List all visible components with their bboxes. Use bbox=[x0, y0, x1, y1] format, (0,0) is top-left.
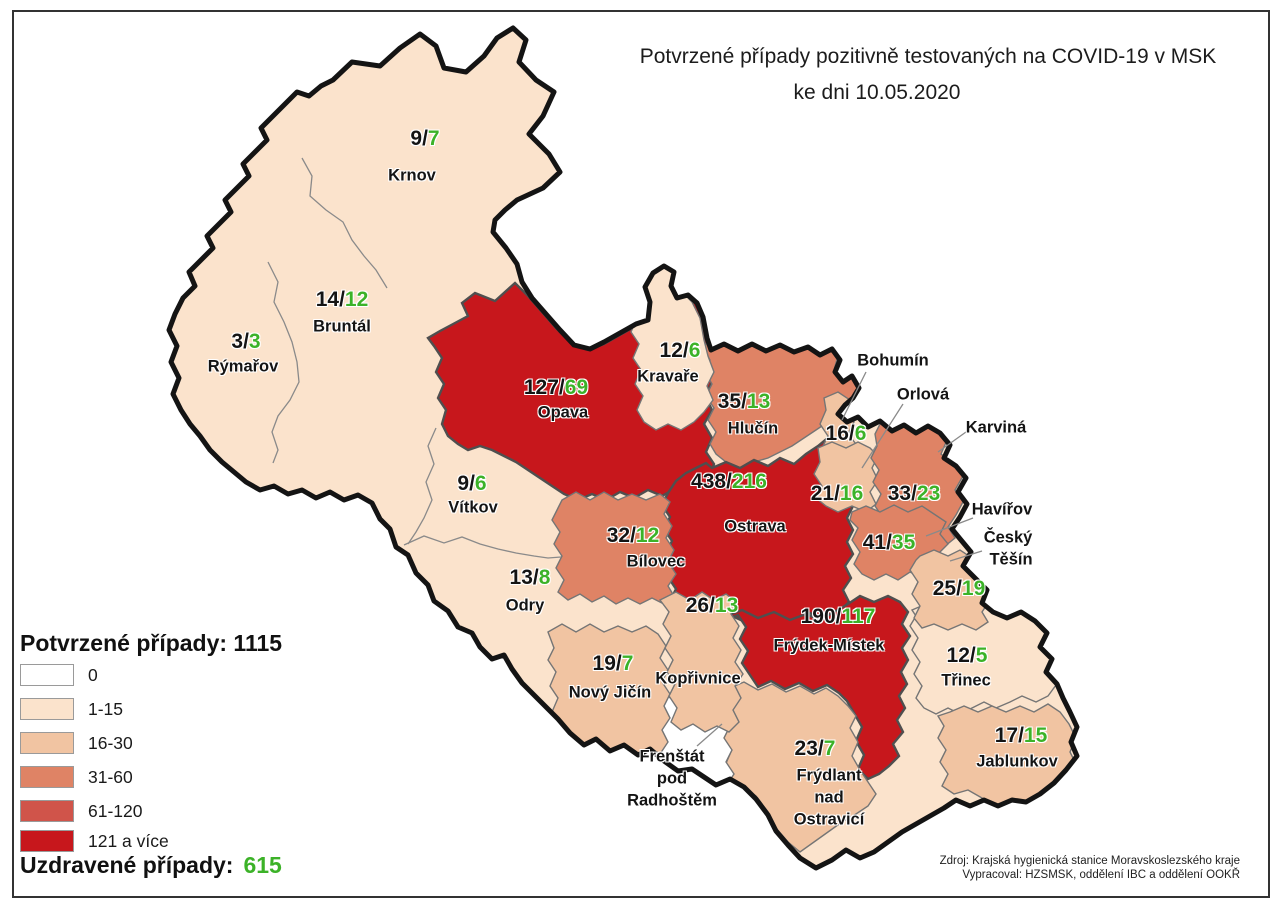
leader-cesky-tesin bbox=[949, 550, 983, 562]
district-value-vitkov: 9/6 bbox=[457, 472, 487, 495]
legend-label-3: 31-60 bbox=[88, 767, 133, 787]
district-value-havirov: 41/35 bbox=[862, 531, 916, 554]
district-name-koprivnice: Kopřivnice bbox=[655, 669, 741, 688]
legend-title-recovered: Uzdravené případy: 615 bbox=[20, 852, 282, 878]
legend-swatch-3 bbox=[20, 766, 74, 788]
district-value-bohumin: 16/6 bbox=[825, 422, 867, 445]
district-shape-novy-jicin bbox=[547, 623, 671, 755]
legend-swatch-2 bbox=[20, 732, 74, 754]
internal-district-borders bbox=[267, 157, 562, 559]
legend-swatch-1 bbox=[20, 698, 74, 720]
legend-label-0: 0 bbox=[88, 665, 98, 685]
leader-bohumin bbox=[841, 371, 867, 421]
district-name-ostrava: Ostrava bbox=[724, 517, 786, 536]
district-name-frenstat-line3: Radhoštěm bbox=[627, 791, 717, 810]
district-value-odry: 13/8 bbox=[509, 566, 551, 589]
district-name-orlova: Orlová bbox=[896, 385, 950, 404]
district-value-cesky-tesin: 25/19 bbox=[932, 577, 986, 600]
district-name-frydlant-line1: Frýdlant bbox=[796, 766, 862, 785]
leader-karvina bbox=[937, 431, 967, 453]
district-value-frydek-mistek: 190/117 bbox=[800, 605, 876, 628]
legend-swatch-4 bbox=[20, 800, 74, 822]
district-shape-bilovec bbox=[551, 491, 677, 605]
district-name-frydlant-line2: nad bbox=[814, 788, 844, 807]
legend-label-5: 121 a více bbox=[88, 831, 169, 851]
district-name-frydek-mistek: Frýdek-Místek bbox=[773, 636, 885, 655]
source-line1: Zdroj: Krajská hygienická stanice Moravs… bbox=[939, 855, 1240, 867]
legend-label-2: 16-30 bbox=[88, 733, 133, 753]
district-name-frydlant-line3: Ostravicí bbox=[793, 810, 865, 829]
district-name-karvina: Karviná bbox=[965, 418, 1027, 437]
district-value-rymarov: 3/3 bbox=[231, 330, 261, 353]
district-name-vitkov: Vítkov bbox=[448, 498, 498, 517]
legend-label-1: 1-15 bbox=[88, 699, 124, 719]
map-title: Potvrzené případy pozitivně testovaných … bbox=[639, 45, 1217, 68]
district-name-krnov: Krnov bbox=[388, 166, 436, 185]
district-name-novy-jicin: Nový Jičín bbox=[568, 683, 652, 702]
district-value-kravare: 12/6 bbox=[659, 339, 701, 362]
region-outer-boundary bbox=[166, 25, 1080, 871]
district-value-hlucin: 35/13 bbox=[717, 390, 771, 413]
district-name-cesky-tesin-line2: Těšín bbox=[989, 550, 1033, 569]
district-value-opava: 127/69 bbox=[523, 376, 589, 399]
district-name-frenstat-line1: Frenštát bbox=[639, 747, 705, 766]
district-value-koprivnice: 26/13 bbox=[685, 594, 739, 617]
district-name-hlucin: Hlučín bbox=[727, 419, 779, 438]
district-name-bruntal: Bruntál bbox=[313, 317, 371, 336]
district-value-novy-jicin: 19/7 bbox=[592, 652, 634, 675]
district-name-rymarov: Rýmařov bbox=[207, 357, 279, 376]
district-value-karvina: 33/23 bbox=[887, 482, 941, 505]
leader-havirov bbox=[925, 517, 974, 537]
district-shape-frydek-mistek bbox=[711, 594, 912, 781]
legend-label-4: 61-120 bbox=[88, 801, 143, 821]
district-shape-koprivnice bbox=[658, 591, 744, 733]
district-value-trinec: 12/5 bbox=[946, 644, 988, 667]
district-name-jablunkov: Jablunkov bbox=[976, 752, 1058, 771]
district-value-ostrava: 438/216 bbox=[691, 470, 767, 493]
district-name-bohumin: Bohumín bbox=[857, 351, 929, 370]
district-value-frydlant: 23/7 bbox=[794, 737, 836, 760]
district-name-bilovec: Bílovec bbox=[626, 552, 686, 571]
legend-swatch-0 bbox=[20, 664, 74, 686]
leader-orlova bbox=[861, 403, 904, 469]
leader-frenstat bbox=[696, 723, 723, 747]
legend-swatch-5 bbox=[20, 830, 74, 852]
district-value-orlova: 21/16 bbox=[810, 482, 864, 505]
source-line2: Vypracoval: HZSMSK, oddělení IBC a odděl… bbox=[962, 869, 1240, 881]
district-name-odry: Odry bbox=[505, 596, 545, 615]
district-value-bilovec: 32/12 bbox=[606, 524, 660, 547]
label-leader-lines bbox=[696, 371, 983, 747]
district-name-trinec: Třinec bbox=[941, 671, 991, 690]
district-name-opava: Opava bbox=[537, 403, 589, 422]
district-value-krnov: 9/7 bbox=[410, 127, 440, 150]
source-note: Zdroj: Krajská hygienická stanice Moravs… bbox=[940, 854, 1240, 882]
legend-title-confirmed: Potvrzené případy: 1115 bbox=[20, 630, 283, 656]
district-name-havirov: Havířov bbox=[971, 500, 1033, 519]
district-name-kravare: Kravaře bbox=[637, 367, 699, 386]
map-subtitle-date: ke dni 10.05.2020 bbox=[793, 81, 961, 104]
district-name-cesky-tesin-line1: Český bbox=[983, 528, 1033, 547]
district-name-frenstat-line2: pod bbox=[656, 769, 688, 788]
district-value-bruntal: 14/12 bbox=[315, 288, 369, 311]
district-value-jablunkov: 17/15 bbox=[994, 724, 1048, 747]
